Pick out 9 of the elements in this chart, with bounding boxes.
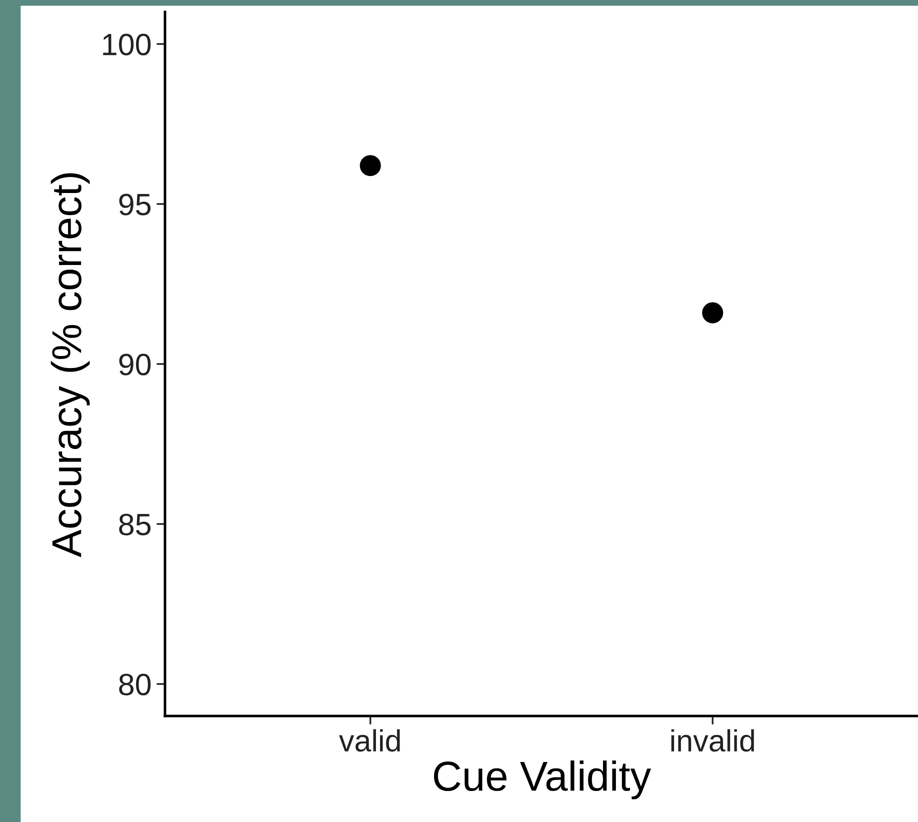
x-tick-label: invalid — [671, 729, 754, 752]
y-tick-label: 95 — [119, 194, 151, 216]
y-tick-label: 90 — [119, 354, 151, 376]
y-tick-label: 85 — [119, 514, 151, 536]
y-tick-label: 100 — [103, 34, 151, 56]
x-axis-title: Cue Validity — [434, 760, 652, 800]
y-axis-title: Accuracy (% correct) — [50, 173, 90, 558]
y-tick-label: 80 — [119, 674, 151, 696]
x-tick-label: valid — [339, 729, 400, 752]
